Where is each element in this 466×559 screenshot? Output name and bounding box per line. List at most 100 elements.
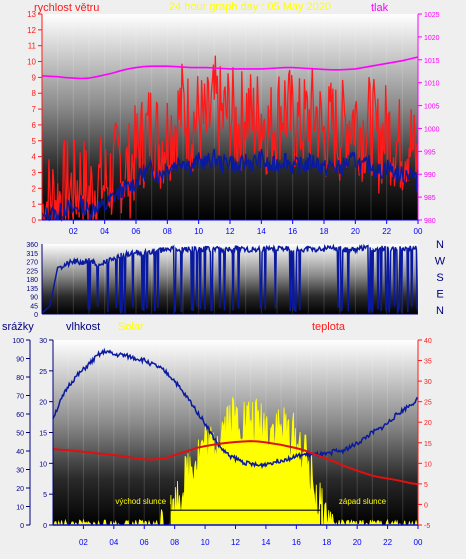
panel3-x-tick-label: 18	[322, 538, 331, 547]
panel1-right-tick-label: 1010	[424, 81, 440, 88]
panel2-tick-label: 135	[26, 286, 38, 293]
panel1-left-tick-label: 12	[27, 26, 36, 35]
panel1-x-tick-label: 14	[257, 227, 266, 236]
panel1-left-tick-label: 13	[27, 10, 36, 19]
sunrise-label: východ slunce	[115, 497, 166, 506]
panel2-tick-label: 315	[26, 251, 38, 258]
humidity-label: vlhkost	[66, 321, 100, 333]
panel-rain-humidity-solar-temp: východ slunce západ slunce 0 10 20 30 40 50 60 7…	[2, 321, 432, 547]
wind-speed-label: rychlost větru	[34, 2, 99, 14]
panel2-tick-label: 0	[34, 312, 38, 319]
rain-axis-tick-label: 10	[16, 505, 24, 512]
compass-label-n: N	[436, 239, 444, 251]
temperature-axis-tick-label: -5	[424, 523, 430, 530]
rain-axis-tick-label: 90	[16, 357, 24, 364]
rain-axis-tick-label: 50	[16, 431, 24, 438]
temperature-axis-tick-label: 0	[424, 502, 428, 509]
panel1-x-tick-label: 20	[351, 227, 360, 236]
panel2-series	[41, 243, 418, 315]
wind-direction-line	[41, 243, 418, 315]
humidity-axis-tick-label: 0	[43, 523, 47, 530]
panel1-left-tick-label: 11	[28, 42, 37, 51]
temperature-axis-tick-label: 25	[424, 400, 432, 407]
panel1-x-tick-label: 18	[320, 227, 329, 236]
rain-axis-tick-label: 0	[20, 523, 24, 530]
panel1-right-tick-label: 1005	[424, 104, 440, 111]
pressure-label: tlak	[371, 2, 389, 14]
rain-axis-tick-label: 80	[16, 375, 24, 382]
panel1-right-tick-label: 1000	[424, 126, 440, 133]
wind-gust-line	[41, 148, 419, 222]
panel3-x-tick-label: 02	[79, 538, 88, 547]
rain-axis-tick-label: 40	[16, 449, 24, 456]
panel2-tick-label: 180	[26, 277, 38, 284]
panel1-x-tick-label: 22	[382, 227, 391, 236]
panel3-x-tick-label: 00	[414, 538, 423, 547]
panel1-x-tick-label: 16	[288, 227, 297, 236]
sunset-label: západ slunce	[339, 497, 387, 506]
temperature-axis-tick-label: 35	[424, 359, 432, 366]
panel1-right-tick-label: 1015	[424, 58, 440, 65]
panel2-grid	[41, 244, 419, 314]
panel1-left-tick-label: 9	[32, 73, 37, 82]
panel1-x-tick-label: 12	[226, 227, 235, 236]
panel3-x-tick-label: 22	[383, 538, 392, 547]
rain-label: srážky	[2, 321, 34, 333]
panel1-left-tick-label: 6	[32, 121, 37, 130]
panel3-x-tick-label: 06	[140, 538, 149, 547]
panel1-right-tick-label: 1025	[424, 12, 440, 19]
panel1-right-tick-label: 990	[424, 172, 436, 179]
panel3-x-tick-label: 12	[231, 538, 240, 547]
panel1-left-tick-label: 10	[27, 58, 36, 67]
compass-label-s: S	[436, 272, 443, 284]
panel2-tick-label: 360	[26, 242, 38, 249]
temperature-line	[52, 440, 419, 486]
humidity-axis-tick-label: 30	[39, 338, 47, 345]
panel1-axes: 0123456789101112139809859909951000100510…	[27, 10, 440, 236]
panel2-tick-label: 45	[30, 303, 38, 310]
panel2-tick-label: 225	[26, 268, 38, 275]
panel1-left-tick-label: 3	[32, 168, 37, 177]
panel3-axes: 0102030405060708090100051015202530-50510…	[12, 338, 432, 547]
temperature-axis-tick-label: 15	[424, 441, 432, 448]
compass-label-n: N	[436, 305, 444, 317]
panel3-x-tick-label: 10	[201, 538, 210, 547]
panel3-x-tick-label: 14	[261, 538, 270, 547]
temperature-label: teplota	[312, 321, 346, 333]
compass-label-w: W	[435, 256, 446, 268]
panel1-x-tick-label: 00	[414, 227, 423, 236]
panel1-left-tick-label: 8	[32, 89, 37, 98]
panel1-left-tick-label: 5	[32, 137, 37, 146]
panel1-series	[41, 55, 419, 222]
panel2-tick-label: 90	[30, 295, 38, 302]
panel1-left-tick-label: 4	[32, 153, 37, 162]
panel3-x-tick-label: 16	[292, 538, 301, 547]
temperature-axis-tick-label: 20	[424, 420, 432, 427]
temperature-axis-tick-label: 40	[424, 338, 432, 345]
rain-axis-tick-label: 60	[16, 412, 24, 419]
rain-axis-tick-label: 70	[16, 394, 24, 401]
panel1-x-tick-label: 08	[163, 227, 172, 236]
panel1-x-tick-label: 04	[100, 227, 109, 236]
panel1-x-tick-label: 02	[69, 227, 78, 236]
panel1-x-tick-label: 06	[132, 227, 141, 236]
panel1-right-tick-label: 1020	[424, 35, 440, 42]
rain-axis-tick-label: 30	[16, 468, 24, 475]
panel1-right-tick-label: 995	[424, 149, 436, 156]
humidity-axis-tick-label: 20	[39, 400, 47, 407]
panel1-x-tick-label: 10	[194, 227, 203, 236]
panel1-left-tick-label: 0	[32, 216, 37, 225]
humidity-line	[52, 347, 419, 470]
humidity-axis-tick-label: 25	[39, 369, 47, 376]
panel1-left-tick-label: 1	[32, 200, 37, 209]
compass-label-e: E	[436, 289, 443, 301]
humidity-axis-tick-label: 15	[39, 431, 47, 438]
rain-axis-tick-label: 100	[12, 338, 24, 345]
panel1-left-tick-label: 7	[32, 105, 37, 114]
panel3-x-tick-label: 08	[170, 538, 179, 547]
pressure-line	[41, 56, 419, 80]
solar-label: Solar	[118, 321, 144, 333]
